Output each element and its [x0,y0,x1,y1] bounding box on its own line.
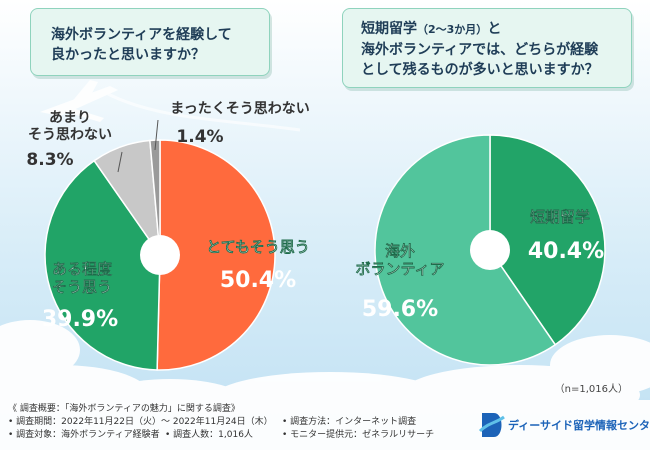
question-2-line-3: として残るものが多いと思いますか？ [361,62,599,78]
summary-title: 《 調査概要：「海外ボランティアの魅力」に関する調査》 [8,404,240,414]
question-1-line-1: 海外ボランティアを経験して [51,27,232,43]
slice-value-label: 1.4% [176,127,223,147]
question-1-line-2: 良かったと思いますか？ [51,47,205,63]
slice-value-label: 8.3% [26,150,73,170]
airplane-icon [40,80,301,132]
slice-value-label: 50.4% [220,268,296,293]
logo-mark-icon [478,413,505,437]
survey-method: • 調査方法：インターネット調査 [282,417,417,427]
clouds [0,320,650,450]
slice-label: まったくそう思わない [170,101,309,117]
slice-label: ボランティア [355,260,444,278]
leader-line [117,151,123,173]
slice-label: とてもそう思う [206,238,310,256]
survey-count: • 調査人数：1,016人 [165,430,253,440]
survey-period: • 調査期間：2022年11月22日（火）〜 2022年11月24日（木） [8,417,273,427]
pie-center-hole [140,235,180,275]
slice-label: そう思う [52,278,112,296]
slice-value-label: 40.4% [528,239,604,264]
monitor-provider: • モニター提供元：ゼネラルリサーチ [282,430,435,440]
sample-size-note: （n=1,016人） [554,384,628,395]
question-box-2: 短期留学（2〜3か月）と 海外ボランティアでは、どちらが経験 として残るものが多… [342,8,632,88]
slice-value-label: 39.9% [42,307,118,332]
slice-label: 短期留学 [530,208,590,226]
question-2-line-1-a: 短期留学 [361,21,417,37]
pie-chart-2: 短期留学 40.4% 海外ボランティア 59.6% [355,134,606,366]
slice-label: あまり [49,110,91,126]
slice-label: そう思わない [28,127,112,143]
question-2-line-1-b: （2〜3か月） [417,23,488,36]
leader-line [154,119,159,151]
logo-text: ディーサイド留学情報センター [508,419,650,432]
question-box-1: 海外ボランティアを経験して 良かったと思いますか？ [30,8,270,76]
pie-slice [44,159,161,371]
slice-label: ある程度 [52,260,113,278]
slice-value-label: 59.6% [362,297,438,322]
survey-target: • 調査対象：海外ボランティア経験者 [8,430,160,440]
pie-center-hole [470,230,510,270]
question-2-line-1: 短期留学（2〜3か月）と [361,19,631,40]
pie-slice [489,134,606,346]
pie-slice [149,139,161,256]
slice-label: 海外 [385,242,415,260]
company-logo: ディーサイド留学情報センター [478,405,650,445]
pie-slice [156,139,276,371]
question-2-line-1-c: と [487,21,502,37]
question-2-line-2: 海外ボランティアでは、どちらが経験 [361,42,599,58]
pie-slice [374,134,557,366]
